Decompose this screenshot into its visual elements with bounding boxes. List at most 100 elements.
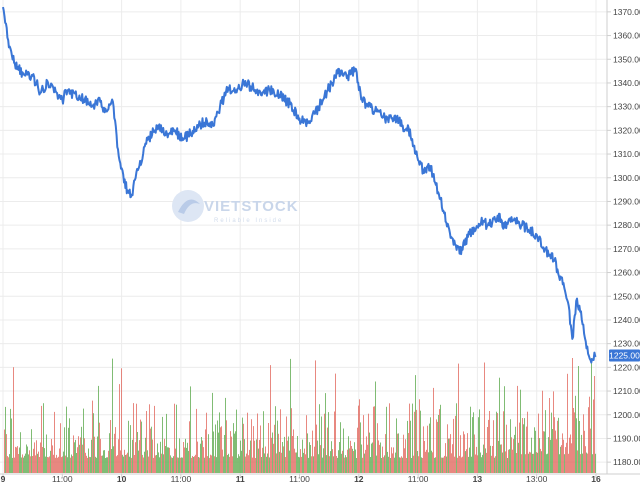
volume-bar [69, 418, 70, 473]
volume-bar [364, 453, 365, 473]
volume-bar [239, 456, 240, 473]
volume-bar [476, 446, 477, 473]
volume-bar [50, 450, 51, 473]
volume-bar [302, 439, 303, 473]
volume-bar [232, 456, 233, 473]
y-tick-label: 1300.00 [613, 173, 640, 183]
volume-bar [384, 455, 385, 473]
volume-bar [434, 457, 435, 473]
volume-bar [345, 455, 346, 473]
y-tick-label: 1270.00 [613, 244, 640, 254]
volume-bar [570, 434, 571, 473]
volume-bar [332, 449, 333, 473]
volume-bar [300, 449, 301, 473]
volume-bar [265, 446, 266, 473]
volume-bar [209, 457, 210, 473]
volume-bar [141, 421, 142, 473]
volume-bar [455, 415, 456, 473]
volume-bar [438, 415, 439, 473]
x-tick-label: 12 [354, 474, 364, 484]
volume-bar [560, 446, 561, 473]
volume-bar [92, 400, 93, 473]
volume-bar [142, 454, 143, 473]
volume-bar [442, 457, 443, 473]
volume-bar [135, 442, 136, 473]
volume-bar [292, 436, 293, 473]
volume-bar [474, 434, 475, 473]
volume-bar [365, 449, 366, 473]
volume-bar [457, 457, 458, 473]
volume-bar [73, 435, 74, 473]
volume-bar [294, 448, 295, 473]
volume-bar [58, 456, 59, 473]
volume-bar [52, 445, 53, 473]
volume-bar [279, 451, 280, 473]
volume-bar [137, 432, 138, 473]
volume-bar [594, 376, 595, 473]
volume-bar [595, 453, 596, 473]
volume-bar [501, 444, 502, 473]
volume-bar [511, 437, 512, 473]
volume-bar [146, 411, 147, 473]
volume-bar [273, 443, 274, 473]
volume-bar [542, 390, 543, 473]
volume-bar [320, 445, 321, 473]
volume-bar [275, 406, 276, 473]
x-tick-label: 11 [236, 474, 245, 484]
volume-bar [412, 403, 413, 473]
volume-bar [11, 418, 12, 473]
volume-bar [99, 422, 100, 473]
volume-bar [531, 437, 532, 473]
volume-bar [276, 453, 277, 473]
volume-bar [219, 412, 220, 473]
volume-bar [234, 433, 235, 473]
volume-bar [525, 454, 526, 473]
volume-bar [587, 453, 588, 473]
volume-bar [148, 456, 149, 473]
volume-bar [368, 413, 369, 473]
volume-bar [171, 457, 172, 473]
volume-bar [128, 420, 129, 473]
volume-bar [32, 456, 33, 473]
volume-bar [215, 424, 216, 473]
volume-bar [479, 409, 480, 473]
volume-bar [462, 456, 463, 473]
volume-bar [445, 443, 446, 473]
volume-bar [198, 457, 199, 473]
volume-bar [297, 436, 298, 473]
volume-bar [155, 455, 156, 473]
volume-bar [243, 423, 244, 473]
volume-bar [60, 423, 61, 473]
volume-bar [19, 447, 20, 473]
volume-bar [448, 438, 449, 473]
volume-bar [167, 447, 168, 473]
volume-bar [62, 456, 63, 473]
volume-bar [492, 446, 493, 473]
volume-bar [4, 429, 5, 473]
volume-bar [113, 446, 114, 473]
volume-bar [288, 436, 289, 473]
volume-bar [322, 457, 323, 473]
volume-bar [38, 451, 39, 473]
volume-bar [235, 431, 236, 473]
volume-bar [163, 454, 164, 473]
volume-bar [249, 449, 250, 473]
volume-bar [295, 452, 296, 473]
watermark-brand: VIETSTOCK [204, 198, 299, 215]
volume-bar [480, 452, 481, 473]
volume-bar [30, 456, 31, 473]
volume-bar [443, 457, 444, 473]
volume-bar [13, 367, 14, 473]
volume-bar [270, 365, 271, 473]
volume-bar [588, 407, 589, 473]
volume-bar [586, 452, 587, 473]
volume-bar [379, 444, 380, 473]
x-tick-label: 16 [591, 474, 601, 484]
volume-bar [396, 418, 397, 473]
volume-bar [453, 418, 454, 473]
volume-bar [101, 455, 102, 473]
volume-bar [526, 426, 527, 473]
volume-bar [509, 449, 510, 473]
volume-bars [4, 358, 596, 473]
